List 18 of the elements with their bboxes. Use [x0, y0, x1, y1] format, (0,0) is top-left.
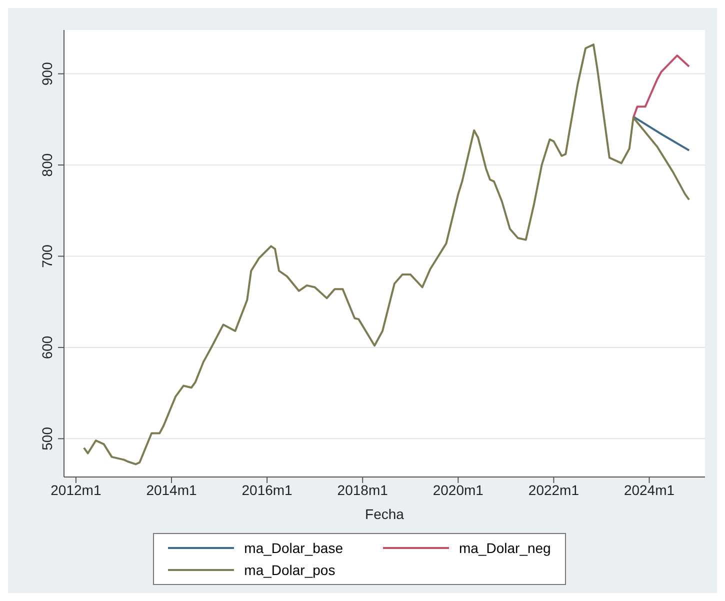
x-axis-title: Fecha	[365, 506, 404, 522]
x-tick-label: 2014m1	[146, 482, 198, 498]
y-tick-label: 500	[39, 426, 55, 450]
line-series	[82, 44, 690, 466]
legend-label: ma_Dolar_pos	[244, 562, 336, 578]
x-tick-label: 2016m1	[242, 482, 293, 498]
x-tick-label: 2012m1	[50, 482, 102, 498]
y-tick-label: 800	[39, 153, 55, 177]
x-tick-label: 2018m1	[337, 482, 388, 498]
y-tick-label: 600	[39, 336, 55, 360]
x-tick-label: 2020m1	[432, 482, 484, 498]
x-tick-label: 2024m1	[624, 482, 675, 498]
legend-label: ma_Dolar_base	[244, 540, 343, 556]
x-tick-label: 2022m1	[528, 482, 580, 498]
y-tick-label: 700	[39, 244, 55, 268]
y-tick-label: 900	[39, 62, 55, 86]
line-series	[632, 54, 690, 119]
legend-label: ma_Dolar_neg	[459, 540, 551, 556]
